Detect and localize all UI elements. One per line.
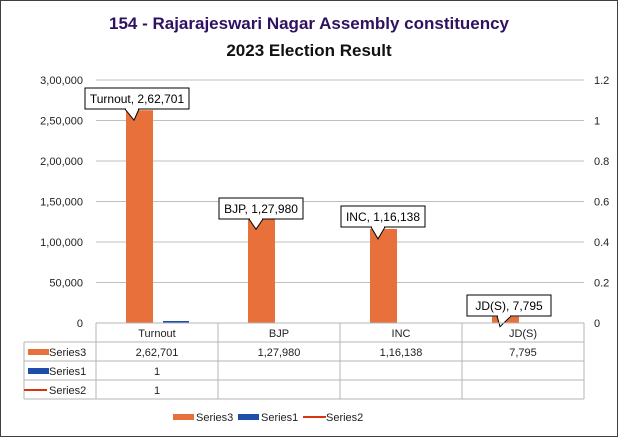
y-tick-label: 1,00,000 [40, 237, 83, 249]
data-label: INC, 1,16,138 [346, 210, 420, 224]
legend-key-series1 [28, 368, 49, 374]
y2-tick-label: 0 [594, 318, 600, 330]
table-cell: 1,16,138 [380, 347, 423, 359]
category-label: INC [392, 328, 411, 340]
y2-tick-label: 0.4 [594, 237, 609, 249]
chart-subtitle: 2023 Election Result [226, 41, 392, 60]
y2-tick-label: 0.8 [594, 156, 609, 168]
data-label: BJP, 1,27,980 [224, 202, 298, 216]
legend-label: Series1 [261, 412, 298, 424]
y-tick-label: 1,50,000 [40, 197, 83, 209]
series-name: Series1 [49, 366, 86, 378]
series-name: Series3 [49, 347, 86, 359]
data-label: JD(S), 7,795 [475, 299, 543, 313]
y2-tick-label: 0.6 [594, 197, 609, 209]
callout-pointer [248, 218, 264, 231]
legend-label: Series2 [326, 412, 363, 424]
category-label: BJP [269, 328, 289, 340]
legend-swatch [173, 414, 194, 420]
table-cell: 1 [154, 385, 160, 397]
y-tick-label: 0 [77, 318, 83, 330]
y2-tick-label: 1.2 [594, 75, 609, 87]
y-tick-label: 2,00,000 [40, 156, 83, 168]
legend-key-series3 [28, 349, 49, 355]
callout-pointer [496, 315, 512, 328]
y-tick-label: 3,00,000 [40, 75, 83, 87]
data-label: Turnout, 2,62,701 [90, 92, 185, 106]
bar-series3-turnout [126, 110, 153, 323]
chart-title: 154 - Rajarajeswari Nagar Assembly const… [109, 14, 510, 33]
table-cell: 1,27,980 [258, 347, 301, 359]
y2-tick-label: 1 [594, 116, 600, 128]
y-tick-label: 2,50,000 [40, 116, 83, 128]
table-cell: 7,795 [509, 347, 537, 359]
series-name: Series2 [49, 385, 86, 397]
bar-series3-bjp [248, 219, 275, 323]
bar-series1-turnout [163, 321, 189, 323]
table-cell: 1 [154, 366, 160, 378]
callout-pointer [370, 226, 386, 240]
table-cell: 2,62,701 [136, 347, 179, 359]
bar-series3-inc [370, 228, 397, 323]
y-tick-label: 50,000 [49, 278, 83, 290]
category-label: Turnout [138, 328, 176, 340]
y2-tick-label: 0.2 [594, 278, 609, 290]
legend-label: Series3 [196, 412, 233, 424]
legend-swatch [238, 414, 259, 420]
callout-pointer [124, 108, 140, 122]
category-label: JD(S) [509, 328, 537, 340]
